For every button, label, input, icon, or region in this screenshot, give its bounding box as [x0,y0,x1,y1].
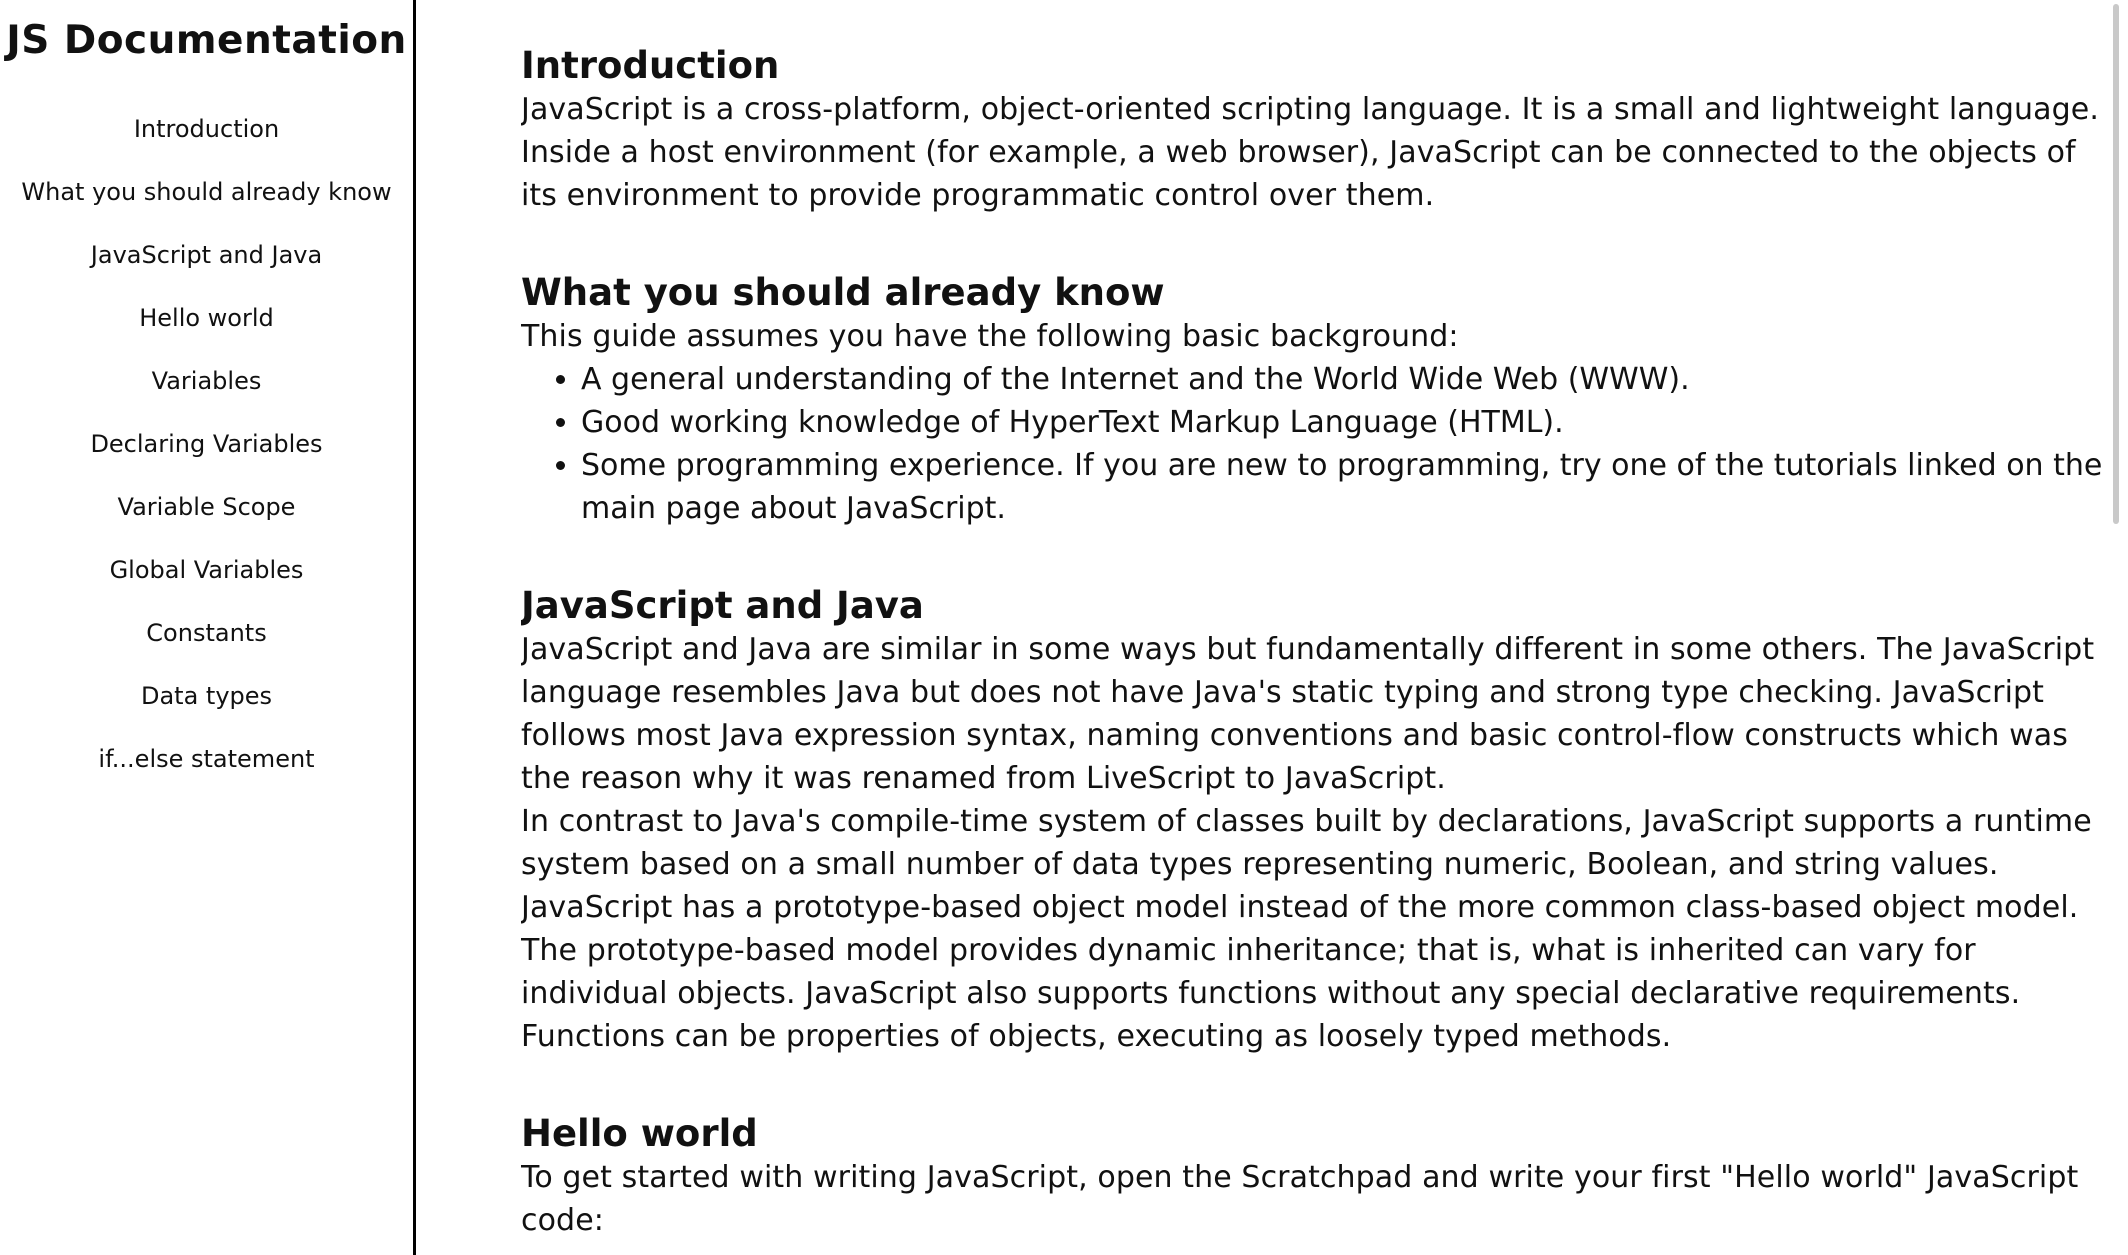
list-item: Some programming experience. If you are … [581,444,2121,530]
section-heading: Hello world [521,1112,758,1155]
nav-link-javascript-and-java[interactable]: JavaScript and Java [90,241,323,269]
nav-item: JavaScript and Java [0,224,413,287]
list-item: Good working knowledge of HyperText Mark… [581,401,2121,444]
nav-item: Hello world [0,287,413,350]
section-paragraph: JavaScript and Java are similar in some … [521,632,2095,796]
nav-link-constants[interactable]: Constants [146,619,267,647]
nav-item: What you should already know [0,161,413,224]
nav-item: Variables [0,350,413,413]
nav-item: Introduction [0,98,413,161]
scrollbar-thumb[interactable] [2113,4,2119,524]
nav-item: Data types [0,665,413,728]
nav-link-hello-world[interactable]: Hello world [139,304,274,332]
nav-link-data-types[interactable]: Data types [140,682,273,710]
section-paragraph: In contrast to Java's compile-time syste… [521,804,2092,1054]
navbar: JS Documentation Introduction What you s… [0,0,416,1255]
nav-link-variables[interactable]: Variables [151,367,262,395]
nav-link-variable-scope[interactable]: Variable Scope [117,493,296,521]
nav-link-declaring-variables[interactable]: Declaring Variables [90,430,323,458]
section-paragraph: This guide assumes you have the followin… [521,319,1459,354]
section-heading: Introduction [521,44,780,87]
nav-item: Variable Scope [0,476,413,539]
section-introduction: Introduction JavaScript is a cross-platf… [521,0,2121,217]
nav-item: if...else statement [0,728,413,791]
nav-link-if-else-statement[interactable]: if...else statement [98,745,315,773]
nav-item: Constants [0,602,413,665]
section-hello-world: Hello world To get started with writing … [521,1112,2121,1255]
list-item: A general understanding of the Internet … [581,358,2121,401]
section-heading: What you should already know [521,271,1165,314]
section-paragraph: JavaScript is a cross-platform, object-o… [521,92,2099,213]
section-paragraph: To get started with writing JavaScript, … [521,1160,2079,1238]
main-doc: Introduction JavaScript is a cross-platf… [521,0,2121,1255]
section-javascript-and-java: JavaScript and Java JavaScript and Java … [521,584,2121,1058]
nav-link-what-you-should-already-know[interactable]: What you should already know [21,178,392,206]
section-what-you-should-already-know: What you should already know This guide … [521,271,2121,530]
section-heading: JavaScript and Java [521,584,924,627]
background-list: A general understanding of the Internet … [521,358,2121,530]
nav-title: JS Documentation [6,18,407,63]
nav-link-introduction[interactable]: Introduction [133,115,280,143]
nav-item: Declaring Variables [0,413,413,476]
nav-list: Introduction What you should already kno… [0,98,413,791]
nav-item: Global Variables [0,539,413,602]
nav-link-global-variables[interactable]: Global Variables [109,556,304,584]
